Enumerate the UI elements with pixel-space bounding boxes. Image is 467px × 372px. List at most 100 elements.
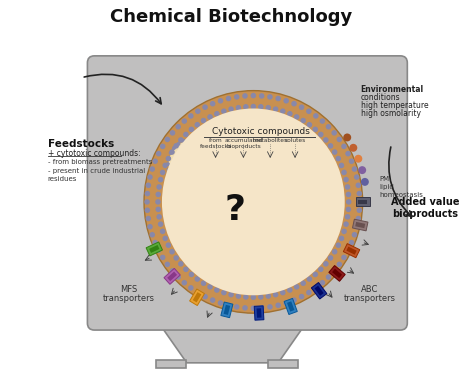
Circle shape xyxy=(166,156,171,161)
Polygon shape xyxy=(164,268,180,284)
Circle shape xyxy=(346,199,352,205)
Circle shape xyxy=(160,170,165,175)
Circle shape xyxy=(169,149,175,155)
Circle shape xyxy=(210,101,215,106)
Circle shape xyxy=(182,139,185,143)
Circle shape xyxy=(341,255,347,260)
Polygon shape xyxy=(221,302,233,318)
Circle shape xyxy=(156,206,161,212)
Circle shape xyxy=(291,101,297,106)
Circle shape xyxy=(300,280,306,286)
Circle shape xyxy=(163,235,168,241)
Circle shape xyxy=(355,216,361,221)
Circle shape xyxy=(206,185,210,189)
Circle shape xyxy=(318,267,324,272)
Circle shape xyxy=(177,142,180,146)
Circle shape xyxy=(358,166,366,174)
Circle shape xyxy=(156,192,161,197)
Circle shape xyxy=(164,137,170,142)
Circle shape xyxy=(361,178,369,186)
Circle shape xyxy=(236,293,241,299)
Circle shape xyxy=(265,105,271,110)
Text: Chemical Biotechnology: Chemical Biotechnology xyxy=(110,8,353,26)
Circle shape xyxy=(169,151,173,155)
Circle shape xyxy=(349,240,354,246)
Circle shape xyxy=(195,109,200,114)
Circle shape xyxy=(280,108,286,114)
Circle shape xyxy=(183,267,189,272)
Circle shape xyxy=(335,243,341,248)
Polygon shape xyxy=(284,298,297,314)
Circle shape xyxy=(188,113,194,119)
Circle shape xyxy=(341,170,347,175)
Circle shape xyxy=(219,173,223,177)
Circle shape xyxy=(194,276,200,282)
Circle shape xyxy=(167,156,170,160)
Circle shape xyxy=(221,156,225,160)
Circle shape xyxy=(194,136,198,140)
Circle shape xyxy=(273,106,278,112)
Circle shape xyxy=(188,137,191,141)
Text: Added value: Added value xyxy=(391,197,460,207)
Text: bioproducts: bioproducts xyxy=(392,209,458,219)
Circle shape xyxy=(341,144,347,149)
Text: metabolites: metabolites xyxy=(253,138,288,143)
Circle shape xyxy=(357,199,362,205)
Ellipse shape xyxy=(144,91,362,313)
Circle shape xyxy=(234,304,240,310)
Circle shape xyxy=(345,214,350,219)
Circle shape xyxy=(156,214,162,219)
Circle shape xyxy=(145,191,150,196)
Circle shape xyxy=(170,268,175,274)
Polygon shape xyxy=(254,306,264,320)
Circle shape xyxy=(221,108,226,114)
Text: accumulated
bioproducts: accumulated bioproducts xyxy=(224,138,262,149)
Circle shape xyxy=(172,178,176,182)
Circle shape xyxy=(149,232,155,238)
Circle shape xyxy=(234,94,240,100)
Polygon shape xyxy=(329,266,345,281)
Polygon shape xyxy=(159,323,306,363)
Circle shape xyxy=(163,163,168,168)
Circle shape xyxy=(345,184,350,190)
Circle shape xyxy=(173,255,179,261)
Circle shape xyxy=(346,192,351,197)
Circle shape xyxy=(294,114,299,120)
Circle shape xyxy=(352,166,357,172)
Circle shape xyxy=(325,124,331,129)
Circle shape xyxy=(207,284,213,290)
Circle shape xyxy=(318,132,324,137)
Circle shape xyxy=(182,280,187,285)
Circle shape xyxy=(226,302,231,308)
Circle shape xyxy=(287,111,293,116)
Circle shape xyxy=(160,144,165,149)
Circle shape xyxy=(189,272,194,277)
Circle shape xyxy=(188,187,191,191)
Circle shape xyxy=(221,290,226,295)
Circle shape xyxy=(160,255,165,260)
Circle shape xyxy=(354,155,362,163)
Text: Environmental: Environmental xyxy=(361,85,424,94)
Circle shape xyxy=(345,247,351,253)
Circle shape xyxy=(228,292,234,298)
Text: Cytotoxic compounds: Cytotoxic compounds xyxy=(212,127,310,136)
Text: lipid: lipid xyxy=(380,184,394,190)
Circle shape xyxy=(323,261,329,267)
Circle shape xyxy=(349,144,357,152)
Circle shape xyxy=(307,122,312,128)
Circle shape xyxy=(343,221,349,227)
Circle shape xyxy=(194,188,198,192)
Circle shape xyxy=(267,304,273,310)
Circle shape xyxy=(356,208,362,213)
Circle shape xyxy=(169,249,175,254)
Circle shape xyxy=(251,295,256,300)
Text: - from biomass pretreatments: - from biomass pretreatments xyxy=(48,159,152,165)
Polygon shape xyxy=(355,222,365,228)
Circle shape xyxy=(251,104,256,109)
Circle shape xyxy=(228,106,234,112)
Circle shape xyxy=(156,151,162,156)
Circle shape xyxy=(323,137,329,143)
Circle shape xyxy=(218,300,223,306)
Circle shape xyxy=(156,184,162,190)
Circle shape xyxy=(267,94,273,100)
